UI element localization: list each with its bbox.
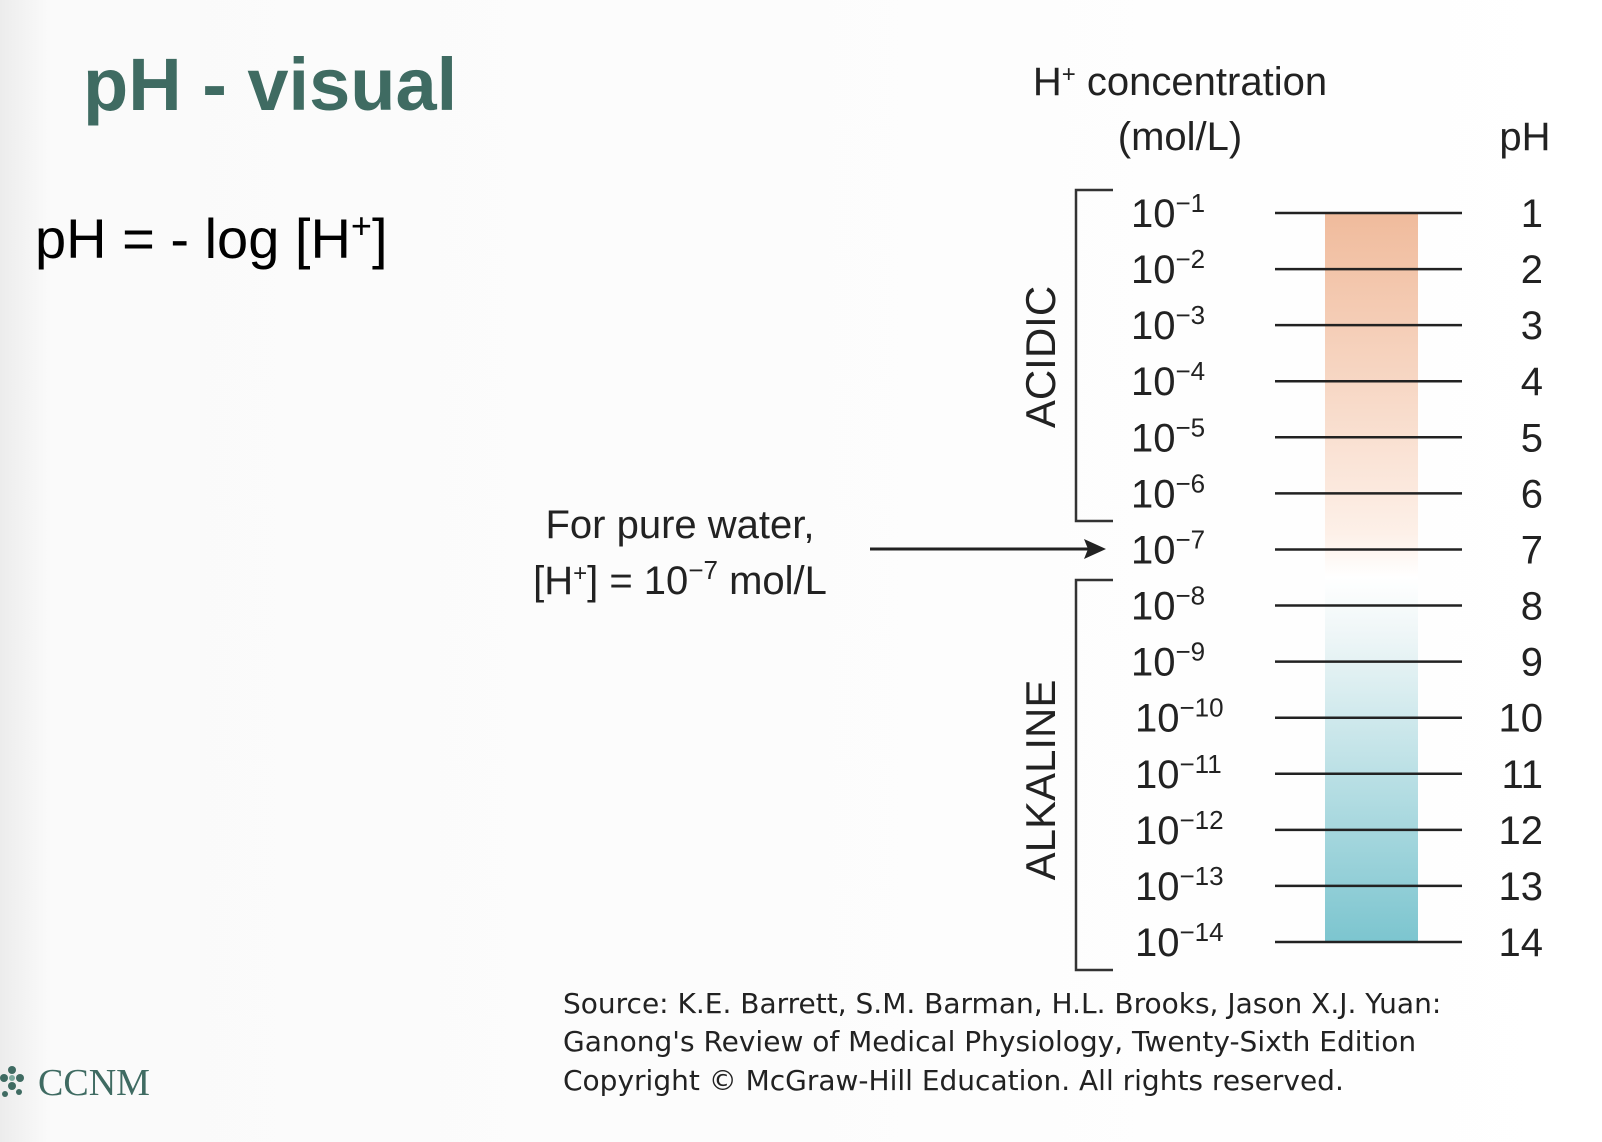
concentration-base: 10 (1135, 921, 1180, 965)
ph-color-bar (1325, 213, 1418, 942)
conc-header-h: H (1033, 60, 1062, 104)
alkaline-label: ALKALINE (1017, 680, 1064, 881)
concentration-base: 10 (1131, 192, 1176, 236)
concentration-base: 10 (1131, 585, 1176, 629)
ph-value: 11 (1501, 753, 1543, 797)
formula-sup: + (351, 205, 372, 246)
concentration-exponent: −13 (1180, 861, 1224, 891)
concentration-base: 10 (1131, 360, 1176, 404)
logo-text: CCNM (38, 1062, 150, 1104)
concentration-exponent: −3 (1176, 300, 1206, 330)
ph-value: 12 (1499, 809, 1544, 853)
concentration-exponent: −14 (1180, 917, 1224, 947)
concentration-base: 10 (1135, 865, 1180, 909)
concentration-exponent: −5 (1176, 412, 1206, 442)
arrow-head (1084, 539, 1106, 559)
concentration-label: 10−2 (1131, 244, 1205, 292)
conc-header-sup: + (1062, 61, 1076, 88)
concentration-exponent: −1 (1176, 188, 1206, 218)
ph-header: pH (1499, 115, 1550, 159)
conc-header-rest: concentration (1076, 60, 1327, 104)
concentration-base: 10 (1135, 809, 1180, 853)
alkaline-bracket (1074, 578, 1113, 972)
logo: CCNM (0, 1062, 150, 1104)
ph-value: 9 (1521, 641, 1543, 685)
note-line: [H+] = 10−7 mol/L (533, 555, 827, 603)
ph-value: 10 (1499, 697, 1544, 741)
acidic-label: ACIDIC (1017, 286, 1064, 428)
concentration-exponent: −6 (1176, 468, 1206, 498)
concentration-label: 10−7 (1131, 524, 1205, 572)
source-line: Source: K.E. Barrett, S.M. Barman, H.L. … (563, 987, 1441, 1020)
concentration-base: 10 (1131, 472, 1176, 516)
ph-value: 7 (1521, 528, 1543, 572)
concentration-exponent: −12 (1180, 805, 1224, 835)
concentration-exponent: −4 (1176, 356, 1206, 386)
concentration-base: 10 (1135, 697, 1180, 741)
conc-unit: (mol/L) (1118, 115, 1242, 159)
slide-title: pH - visual (83, 43, 457, 126)
concentration-label: 10−10 (1135, 693, 1224, 741)
ph-value: 2 (1521, 248, 1543, 292)
formula-end: ] (372, 207, 388, 270)
concentration-label: 10−11 (1135, 749, 1222, 797)
source-line: Copyright © McGraw-Hill Education. All r… (563, 1064, 1344, 1097)
concentration-exponent: −10 (1180, 693, 1224, 723)
concentration-label: 10−4 (1131, 356, 1205, 404)
acidic-bracket (1074, 188, 1113, 523)
concentration-label: 10−8 (1131, 581, 1205, 629)
ph-value: 13 (1499, 865, 1544, 909)
formula-main: pH = - log [H (35, 207, 351, 270)
conc-header: H+ concentration (1033, 60, 1327, 104)
concentration-base: 10 (1135, 753, 1180, 797)
concentration-label: 10−13 (1135, 861, 1224, 909)
ph-value: 5 (1521, 416, 1543, 460)
ph-scale: H+ concentration (mol/L) pH ACIDIC ALKAL… (533, 60, 1551, 972)
ph-value: 6 (1521, 472, 1543, 516)
source: Source: K.E. Barrett, S.M. Barman, H.L. … (563, 987, 1441, 1097)
ph-value: 14 (1499, 921, 1544, 965)
concentration-label: 10−1 (1131, 188, 1205, 236)
concentration-base: 10 (1131, 248, 1176, 292)
concentration-exponent: −8 (1176, 581, 1206, 611)
concentration-label: 10−3 (1131, 300, 1205, 348)
note-part: ] = 10 (587, 559, 688, 603)
concentration-base: 10 (1131, 528, 1176, 572)
concentration-exponent: −11 (1180, 749, 1222, 779)
concentration-base: 10 (1131, 641, 1176, 685)
note-sup: + (573, 560, 587, 587)
source-line: Ganong's Review of Medical Physiology, T… (563, 1025, 1416, 1058)
concentration-base: 10 (1131, 416, 1176, 460)
concentration-label: 10−14 (1135, 917, 1224, 965)
concentration-exponent: −2 (1176, 244, 1206, 274)
note-part: [H (533, 559, 573, 603)
concentration-label: 10−5 (1131, 412, 1205, 460)
ph-value: 3 (1521, 304, 1543, 348)
concentration-label: 10−12 (1135, 805, 1224, 853)
note-line: For pure water, (545, 503, 814, 547)
ph-value: 8 (1521, 585, 1543, 629)
concentration-label: 10−6 (1131, 468, 1205, 516)
note-sup: −7 (688, 555, 718, 585)
ph-value: 4 (1521, 360, 1543, 404)
concentration-base: 10 (1131, 304, 1176, 348)
formula: pH = - log [H+] (35, 205, 388, 271)
ph-value: 1 (1521, 192, 1543, 236)
note-part: mol/L (718, 559, 827, 603)
concentration-exponent: −9 (1176, 637, 1206, 667)
concentration-exponent: −7 (1176, 524, 1206, 554)
concentration-label: 10−9 (1131, 637, 1205, 685)
